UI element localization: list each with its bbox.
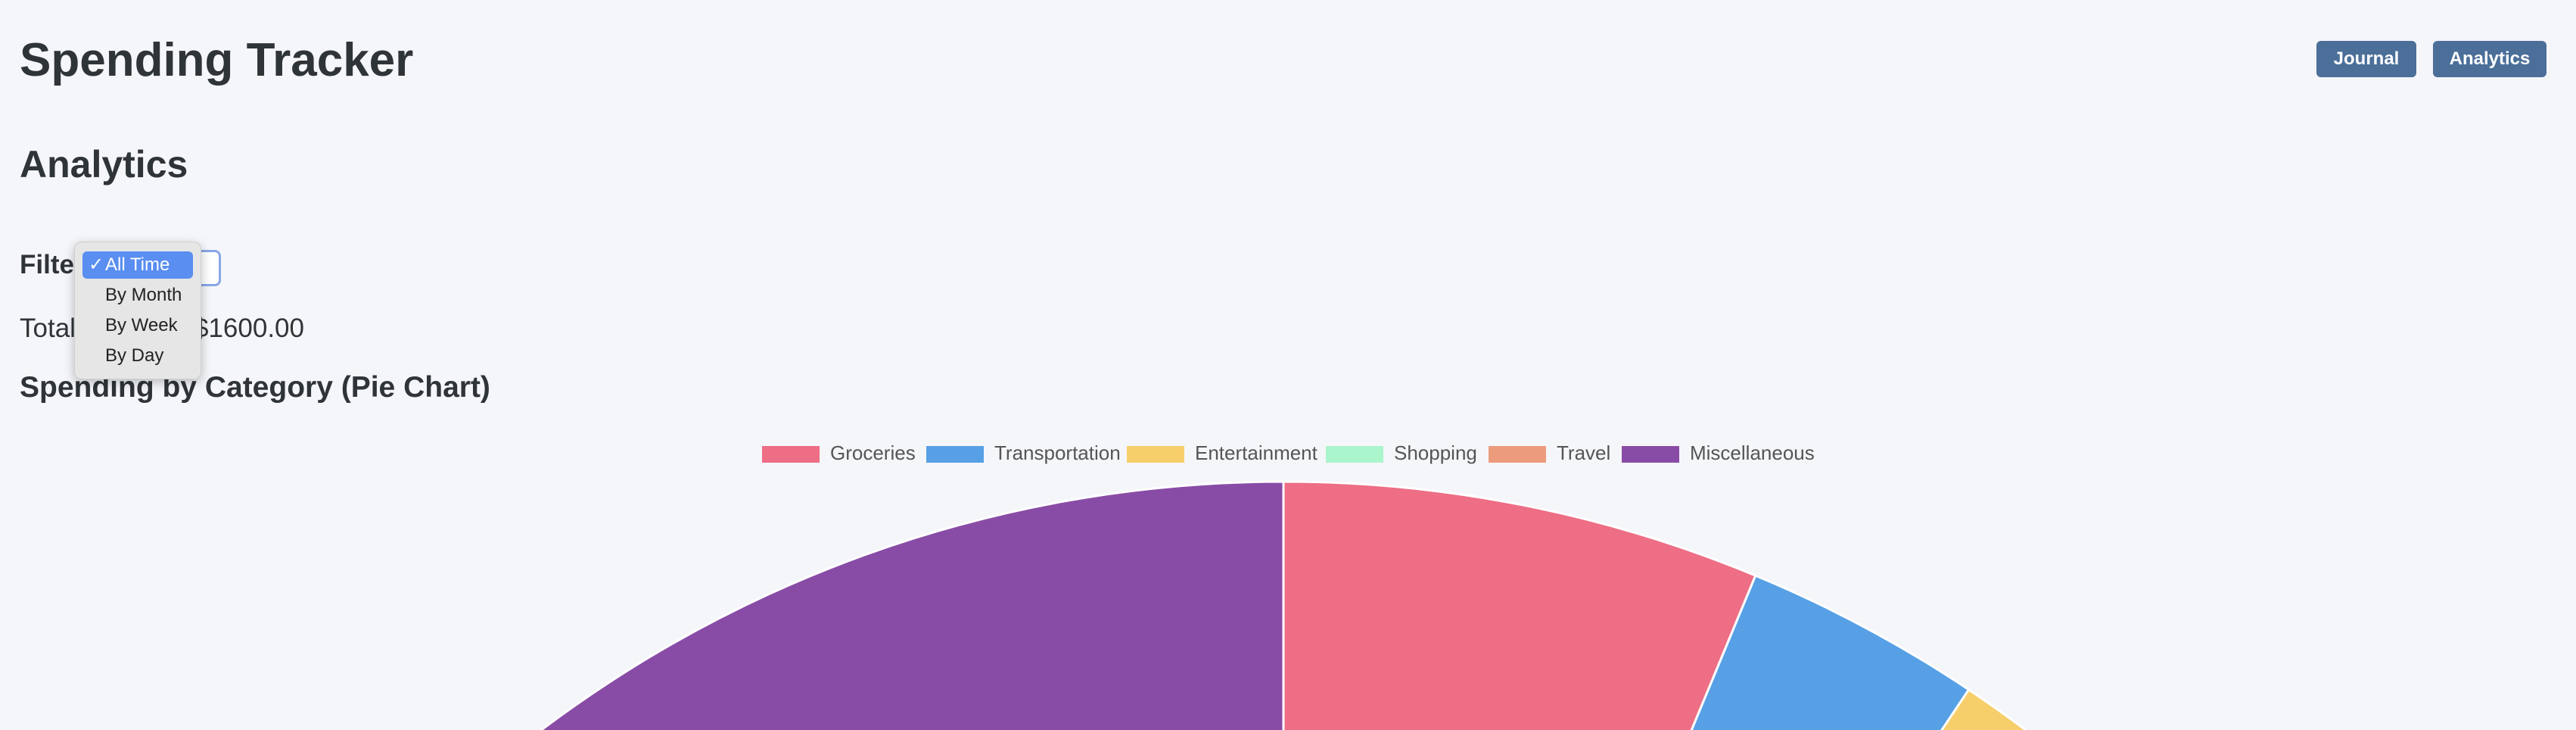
app-title: Spending Tracker [20,34,414,86]
dropdown-option[interactable]: By Day [82,342,193,370]
nav-button[interactable]: Analytics [2433,41,2546,77]
legend-label: Shopping [1394,441,1477,464]
legend-swatch [1326,446,1383,463]
legend-swatch [1622,446,1679,463]
dropdown-option[interactable]: By Week [82,312,193,339]
pie-slice [1690,574,1971,730]
legend-label: Groceries [830,441,916,464]
option-text: By Day [105,345,164,366]
check-icon: ✓ [89,254,104,275]
legend-swatch [1489,446,1546,463]
dropdown-option[interactable]: By Month [82,282,193,309]
option-text: All Time [105,254,170,275]
legend-label: Entertainment [1195,441,1318,464]
total-label: Total [20,314,76,343]
pie-slice [539,480,1285,730]
total-value: $1600.00 [194,314,304,343]
option-text: By Week [105,315,178,335]
legend-label: Travel [1557,441,1610,464]
legend-swatch [762,446,820,463]
legend-label: Transportation [994,441,1121,464]
nav-button[interactable]: Journal [2316,41,2416,77]
dropdown-menu: ✓ All Time By Month By Week By Day [74,242,201,379]
option-text: By Month [105,285,182,305]
pie-slice [1282,480,1757,730]
filter-label: Filter [20,250,85,279]
page-heading: Analytics [20,143,188,186]
legend-swatch [1127,446,1184,463]
pie-slice [1940,688,2028,730]
legend-label: Miscellaneous [1690,441,1815,464]
legend-swatch [926,446,984,463]
dropdown-option[interactable]: ✓ All Time [82,251,193,279]
